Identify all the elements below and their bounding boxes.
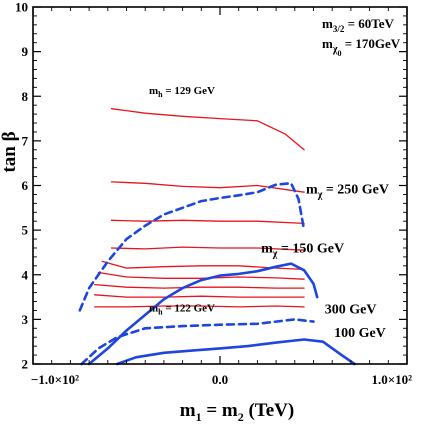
y-tick-label: 8 <box>22 89 29 104</box>
neutralino-contour-10 <box>78 182 306 312</box>
y-tick-label: 3 <box>22 312 29 327</box>
higgs-contour-1 <box>110 108 305 151</box>
y-tick-label: 6 <box>22 178 29 193</box>
parameter-m32: m3/2 = 60TeV <box>322 16 395 34</box>
y-tick-label: 7 <box>22 133 29 148</box>
y-tick-label: 5 <box>22 223 29 238</box>
contour-label-5: 300 GeV <box>325 303 377 318</box>
y-tick-label: 9 <box>22 44 29 59</box>
higgs-contour-6 <box>97 271 305 280</box>
y-tick-label: 4 <box>22 267 29 282</box>
contour-label-2: mχ = 250 GeV <box>306 183 389 201</box>
higgs-contour-9 <box>94 305 305 308</box>
higgs-contour-2 <box>110 181 305 193</box>
x-tick-label: 1.0×10² <box>371 372 412 387</box>
higgs-contour-8 <box>94 294 305 298</box>
neutralino-contour-13 <box>115 338 356 366</box>
x-axis-title: m1 = m2 (TeV) <box>180 400 294 424</box>
y-tick-label: 2 <box>22 357 29 372</box>
higgs-contour-5 <box>101 260 305 271</box>
contour-label-6: 100 GeV <box>334 326 386 341</box>
plot-layer <box>78 108 356 366</box>
ticks-layer: 2 3 4 5 6 7 8 9 10 −1.0×10² 0.0 1.0×10² <box>15 0 412 387</box>
contour-label-1: mh = 129 GeV <box>149 85 215 99</box>
neutralino-contour-12 <box>87 262 319 366</box>
y-tick-label: 10 <box>15 0 28 15</box>
contour-label-3: mχ = 150 GeV <box>261 241 344 259</box>
contour-label-4: mh = 122 GeV <box>149 302 215 316</box>
x-tick-label: 0.0 <box>212 372 228 387</box>
y-axis-title: tan β <box>0 131 20 172</box>
higgs-contour-3 <box>110 219 305 225</box>
higgs-contour-4 <box>110 246 305 251</box>
neutralino-contour-11 <box>80 318 315 366</box>
x-tick-label: −1.0×10² <box>31 372 79 387</box>
annotation-layer: mh = 129 GeV mχ = 250 GeV mχ = 150 GeV mh =… <box>149 85 389 341</box>
higgs-contour-7 <box>94 283 305 289</box>
parameter-mchi0: mχ0 = 170GeV <box>322 36 401 58</box>
